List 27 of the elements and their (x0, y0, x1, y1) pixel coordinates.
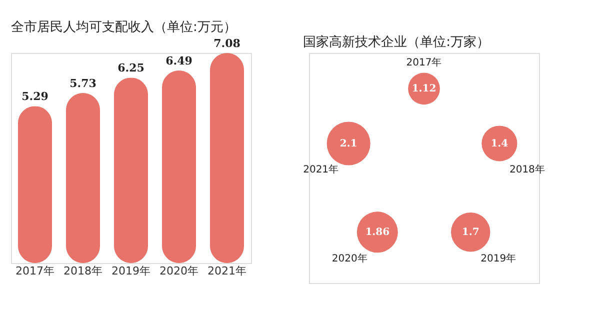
text: 国家高新技术企业（单位:万家） (303, 34, 490, 50)
data-label: 1.12 (412, 84, 436, 95)
data-label: 6.25 (118, 62, 144, 75)
category-label: 2021年 (303, 164, 339, 176)
bar (18, 106, 52, 263)
data-label: 1.4 (490, 138, 508, 150)
category-label: 2020年 (332, 252, 368, 264)
data-label: 2.1 (340, 138, 358, 150)
data-label: 7.08 (214, 37, 241, 50)
category-label: 2018年 (509, 164, 545, 176)
x-tick-label: 2017年 (16, 264, 54, 278)
data-label: 6.49 (166, 54, 192, 68)
data-label: 1.86 (365, 227, 390, 238)
bar (210, 53, 244, 263)
bar (162, 70, 196, 263)
x-tick-label: 2021年 (208, 264, 246, 278)
bar (114, 78, 148, 263)
x-tick-label: 2018年 (64, 264, 102, 278)
category-label: 2017年 (406, 56, 442, 69)
data-label: 5.29 (22, 90, 48, 104)
x-tick-label: 2019年 (112, 264, 150, 278)
x-tick-label: 2020年 (160, 264, 198, 278)
bar (66, 93, 100, 263)
chart-title: 全市居民人均可支配收入（单位:万元） (11, 20, 236, 35)
category-label: 2019年 (480, 252, 516, 264)
data-label: 1.7 (462, 227, 480, 238)
data-label: 5.73 (70, 77, 96, 90)
